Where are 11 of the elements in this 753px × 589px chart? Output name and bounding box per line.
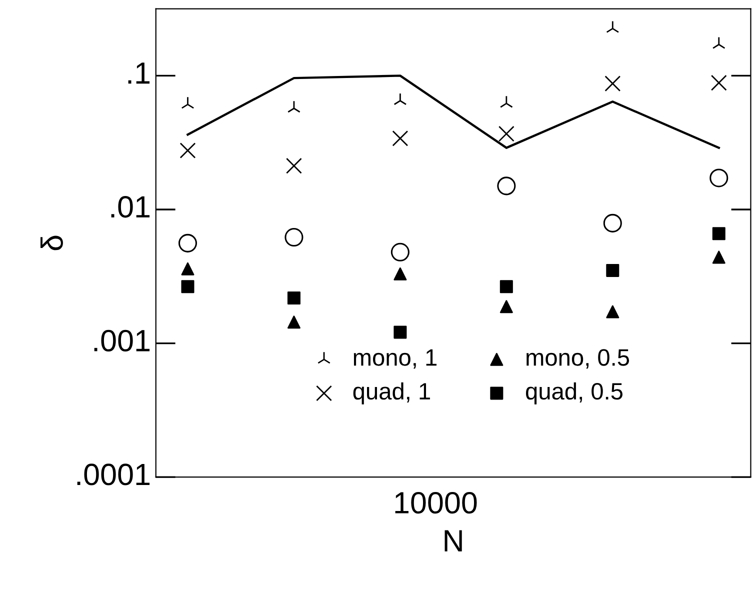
- y-tick-label: .01: [111, 196, 150, 218]
- y-tick-label: .1: [128, 62, 150, 84]
- y-axis-title: δ: [40, 236, 63, 250]
- legend-label: quad, 0.5: [526, 382, 622, 404]
- legend-label: mono, 0.5: [526, 349, 630, 369]
- legend-label: quad, 1: [353, 382, 430, 404]
- x-axis-title: N: [444, 530, 462, 552]
- text: 10000: [395, 492, 477, 514]
- y-tick-label: .0001: [77, 464, 150, 486]
- legend-label: mono, 1: [354, 349, 437, 369]
- y-tick-label: .001: [94, 330, 150, 352]
